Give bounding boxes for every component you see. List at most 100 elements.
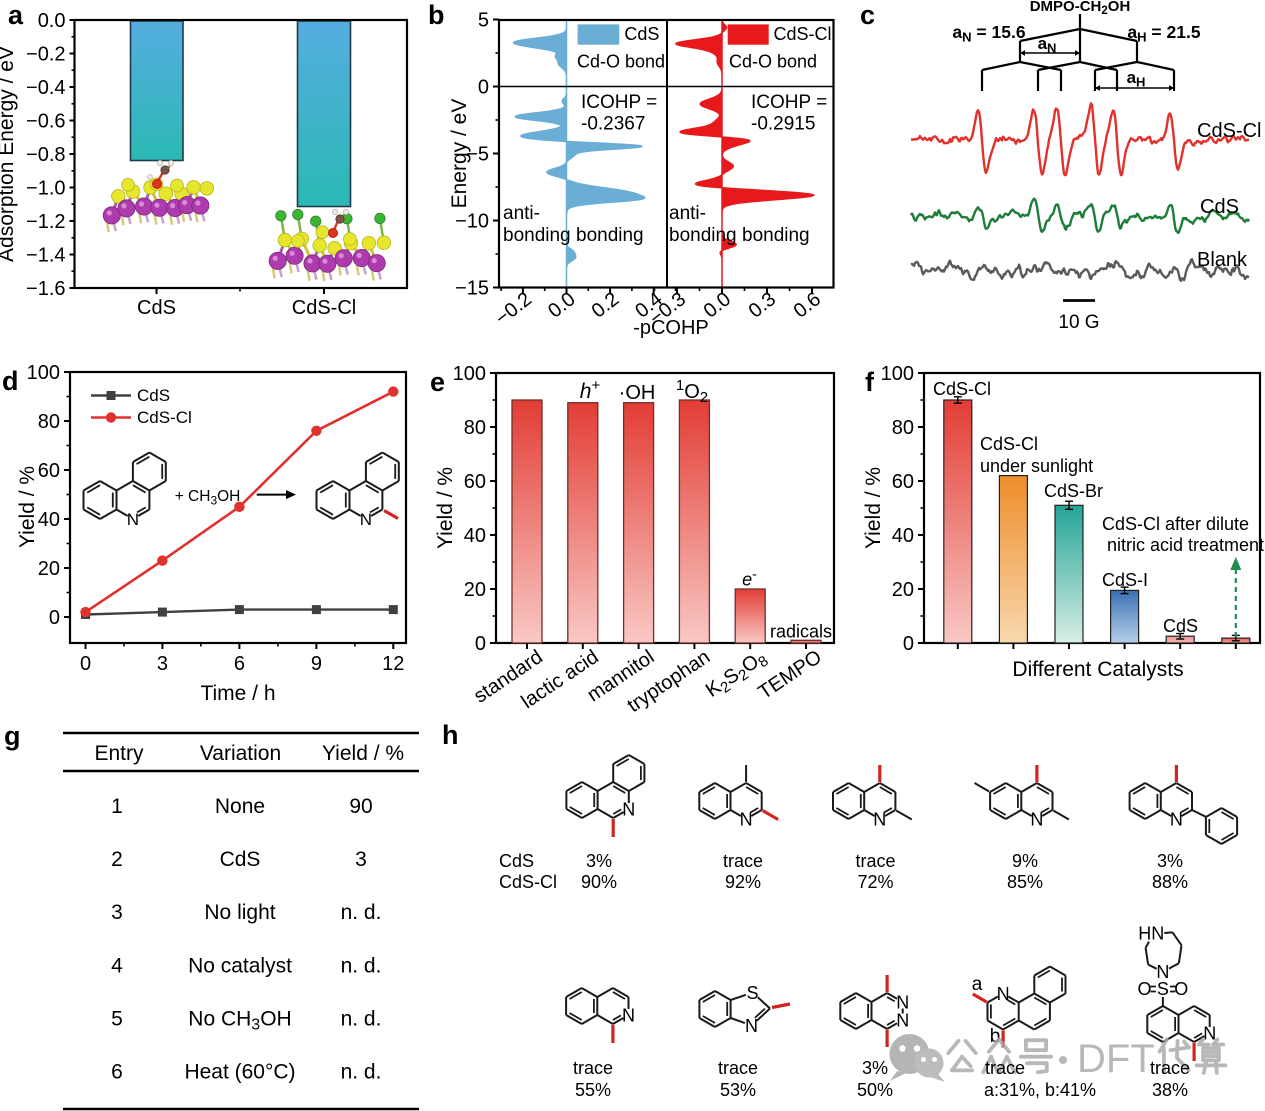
svg-text:80: 80	[464, 417, 486, 439]
svg-text:CdS: CdS	[1163, 616, 1198, 636]
svg-text:−1.2: −1.2	[26, 211, 65, 233]
svg-text:nitric acid treatment: nitric acid treatment	[1107, 535, 1264, 555]
svg-text:3: 3	[111, 901, 123, 924]
svg-text:88%: 88%	[1152, 872, 1188, 892]
svg-text:60: 60	[464, 471, 486, 493]
svg-text:d: d	[2, 366, 19, 396]
svg-text:ICOHP =: ICOHP =	[581, 92, 657, 113]
svg-text:N: N	[740, 810, 753, 830]
svg-text:−0.8: −0.8	[26, 144, 65, 166]
svg-text:bonding: bonding	[742, 225, 810, 246]
svg-text:3: 3	[157, 653, 168, 675]
svg-text:CdS-Cl: CdS-Cl	[137, 408, 192, 427]
svg-text:Yield / %: Yield / %	[434, 467, 457, 549]
svg-text:−0.6: −0.6	[26, 111, 65, 133]
svg-text:80: 80	[892, 417, 914, 439]
svg-text:−0.4: −0.4	[26, 77, 65, 99]
svg-text:72%: 72%	[857, 872, 893, 892]
svg-text:3%: 3%	[1157, 851, 1183, 871]
svg-text:N: N	[997, 984, 1010, 1004]
svg-text:trace: trace	[1150, 1058, 1190, 1078]
svg-text:CdS-Cl: CdS-Cl	[774, 24, 832, 44]
svg-text:CdS-Br: CdS-Br	[1044, 481, 1103, 501]
svg-text:CdS-I: CdS-I	[1102, 570, 1148, 590]
svg-text:N: N	[1030, 810, 1043, 830]
svg-text:DFT: DFT	[1077, 1037, 1155, 1081]
svg-text:S: S	[746, 983, 758, 1003]
svg-text:n. d.: n. d.	[341, 1061, 382, 1084]
svg-text:DMPO-CH2OH: DMPO-CH2OH	[1030, 0, 1131, 17]
svg-text:N: N	[745, 1016, 758, 1036]
svg-text:−1.0: −1.0	[26, 178, 65, 200]
svg-text:Yield / %: Yield / %	[322, 742, 404, 765]
svg-text:b: b	[990, 1026, 1001, 1047]
svg-text:N: N	[873, 810, 886, 830]
svg-text:Different Catalysts: Different Catalysts	[1012, 658, 1183, 681]
svg-text:53%: 53%	[720, 1080, 756, 1100]
svg-text:-0.2367: -0.2367	[581, 114, 645, 135]
svg-text:90%: 90%	[581, 872, 617, 892]
svg-text:−10: −10	[455, 211, 489, 233]
svg-text:CdS: CdS	[499, 851, 534, 871]
svg-text:6: 6	[234, 653, 245, 675]
svg-text:S: S	[1157, 979, 1169, 999]
svg-text:1O2: 1O2	[676, 377, 708, 406]
svg-text:CdS-Cl: CdS-Cl	[1197, 120, 1261, 142]
svg-text:CdS: CdS	[137, 386, 170, 405]
svg-text:N: N	[896, 1011, 909, 1031]
svg-text:+ CH3OH: + CH3OH	[175, 488, 241, 508]
svg-text:50%: 50%	[857, 1080, 893, 1100]
svg-text:Heat (60°C): Heat (60°C)	[184, 1061, 295, 1084]
svg-text:Time / h: Time / h	[200, 682, 275, 705]
svg-text:0: 0	[80, 653, 91, 675]
svg-text:12: 12	[382, 653, 404, 675]
svg-text:6: 6	[111, 1061, 123, 1084]
svg-text:1: 1	[111, 795, 123, 818]
svg-text:n. d.: n. d.	[341, 955, 382, 978]
svg-text:−0.2: −0.2	[26, 44, 65, 66]
svg-text:CdS-Cl: CdS-Cl	[980, 434, 1038, 454]
svg-text:60: 60	[38, 460, 60, 482]
svg-text:CdS-Cl: CdS-Cl	[933, 379, 991, 399]
svg-text:a: a	[8, 0, 24, 30]
svg-text:N: N	[1203, 1024, 1216, 1044]
svg-text:Cd-O bond: Cd-O bond	[577, 51, 665, 71]
svg-text:20: 20	[464, 579, 486, 601]
svg-text:38%: 38%	[1152, 1080, 1188, 1100]
svg-text:−15: −15	[455, 278, 489, 300]
svg-text:5: 5	[478, 10, 489, 32]
svg-text:80: 80	[38, 411, 60, 433]
svg-text:100: 100	[27, 362, 60, 384]
svg-text:60: 60	[892, 471, 914, 493]
svg-text:anti-: anti-	[503, 203, 540, 224]
svg-text:40: 40	[892, 525, 914, 547]
svg-text:100: 100	[881, 363, 914, 385]
svg-text:aN = 15.6: aN = 15.6	[952, 22, 1025, 45]
svg-text:2: 2	[111, 848, 123, 871]
svg-text:f: f	[865, 367, 875, 397]
svg-text:CdS-Cl: CdS-Cl	[292, 297, 356, 319]
svg-text:0: 0	[49, 607, 60, 629]
svg-text:N: N	[896, 993, 909, 1013]
svg-text:No light: No light	[204, 901, 275, 924]
svg-text:bonding: bonding	[669, 225, 737, 246]
svg-text:0.0: 0.0	[38, 10, 66, 32]
svg-text:trace: trace	[723, 851, 763, 871]
svg-text:under sunlight: under sunlight	[980, 456, 1093, 476]
svg-text:20: 20	[38, 558, 60, 580]
svg-text:Entry: Entry	[94, 742, 144, 765]
svg-text:9%: 9%	[1012, 851, 1038, 871]
svg-text:100: 100	[453, 363, 486, 385]
svg-text:CdS: CdS	[220, 848, 261, 871]
svg-text:trace: trace	[573, 1058, 613, 1078]
svg-text:40: 40	[38, 509, 60, 531]
svg-text:N: N	[622, 800, 635, 820]
svg-text:Yield / %: Yield / %	[862, 467, 885, 549]
svg-text:b: b	[428, 0, 445, 30]
svg-text:h: h	[442, 720, 459, 750]
svg-text:Energy / eV: Energy / eV	[448, 99, 471, 209]
svg-text:bonding: bonding	[503, 225, 571, 246]
svg-text:N: N	[1170, 810, 1183, 830]
svg-text:N: N	[360, 510, 372, 529]
svg-text:n. d.: n. d.	[341, 1008, 382, 1031]
